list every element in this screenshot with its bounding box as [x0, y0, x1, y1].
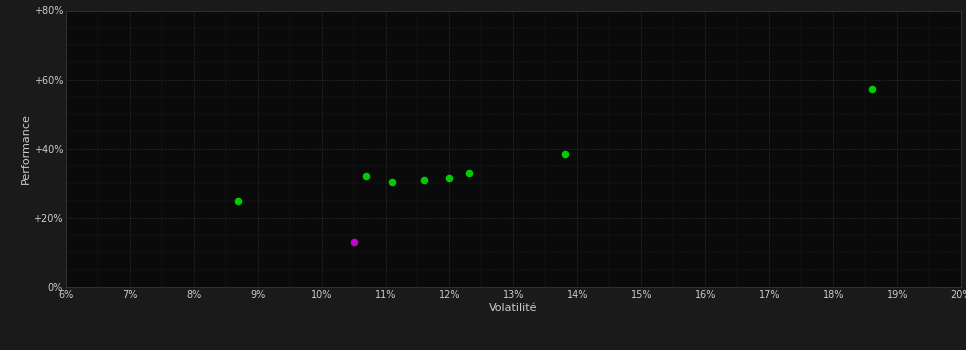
- Point: [231, 198, 246, 203]
- Y-axis label: Performance: Performance: [20, 113, 31, 184]
- Point: [864, 86, 879, 92]
- X-axis label: Volatilité: Volatilité: [489, 302, 538, 313]
- Point: [416, 177, 432, 183]
- Point: [441, 175, 457, 181]
- Point: [461, 170, 476, 176]
- Point: [358, 174, 374, 179]
- Point: [346, 239, 361, 245]
- Point: [556, 151, 572, 157]
- Point: [384, 179, 400, 184]
